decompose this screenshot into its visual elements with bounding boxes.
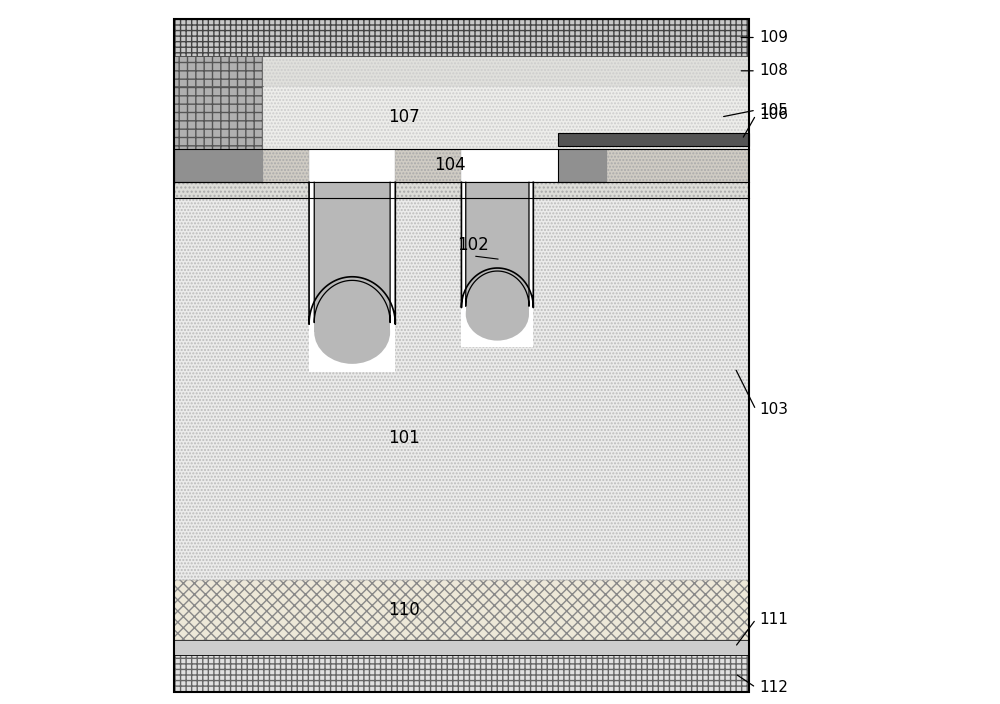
Text: 109: 109 bbox=[759, 30, 788, 45]
Text: 112: 112 bbox=[759, 680, 788, 695]
Bar bbox=[263, 149, 309, 182]
Text: 111: 111 bbox=[759, 612, 788, 627]
Text: 102: 102 bbox=[457, 237, 489, 254]
Bar bbox=[174, 655, 749, 692]
Text: 110: 110 bbox=[388, 601, 420, 619]
Bar bbox=[263, 56, 749, 85]
Bar bbox=[558, 133, 749, 146]
Bar bbox=[558, 145, 607, 182]
Bar bbox=[314, 182, 390, 332]
Bar bbox=[395, 149, 461, 182]
Text: 103: 103 bbox=[759, 403, 788, 417]
Bar bbox=[174, 85, 263, 149]
Text: 107: 107 bbox=[388, 108, 420, 126]
Bar bbox=[461, 182, 533, 347]
Text: 106: 106 bbox=[759, 108, 788, 122]
Bar bbox=[309, 182, 395, 372]
Bar bbox=[174, 19, 749, 56]
Bar bbox=[174, 19, 749, 692]
Bar bbox=[263, 85, 749, 149]
Bar bbox=[174, 56, 263, 85]
Text: 101: 101 bbox=[388, 429, 420, 447]
Ellipse shape bbox=[314, 300, 390, 364]
Ellipse shape bbox=[466, 287, 529, 341]
Bar bbox=[174, 145, 263, 182]
Bar bbox=[174, 580, 749, 639]
Text: 104: 104 bbox=[434, 156, 466, 175]
Bar bbox=[174, 639, 749, 655]
Bar bbox=[174, 198, 749, 580]
Bar bbox=[466, 182, 529, 314]
Bar bbox=[607, 149, 749, 182]
Bar bbox=[174, 182, 749, 198]
Text: 105: 105 bbox=[759, 103, 788, 118]
Text: 108: 108 bbox=[759, 63, 788, 78]
